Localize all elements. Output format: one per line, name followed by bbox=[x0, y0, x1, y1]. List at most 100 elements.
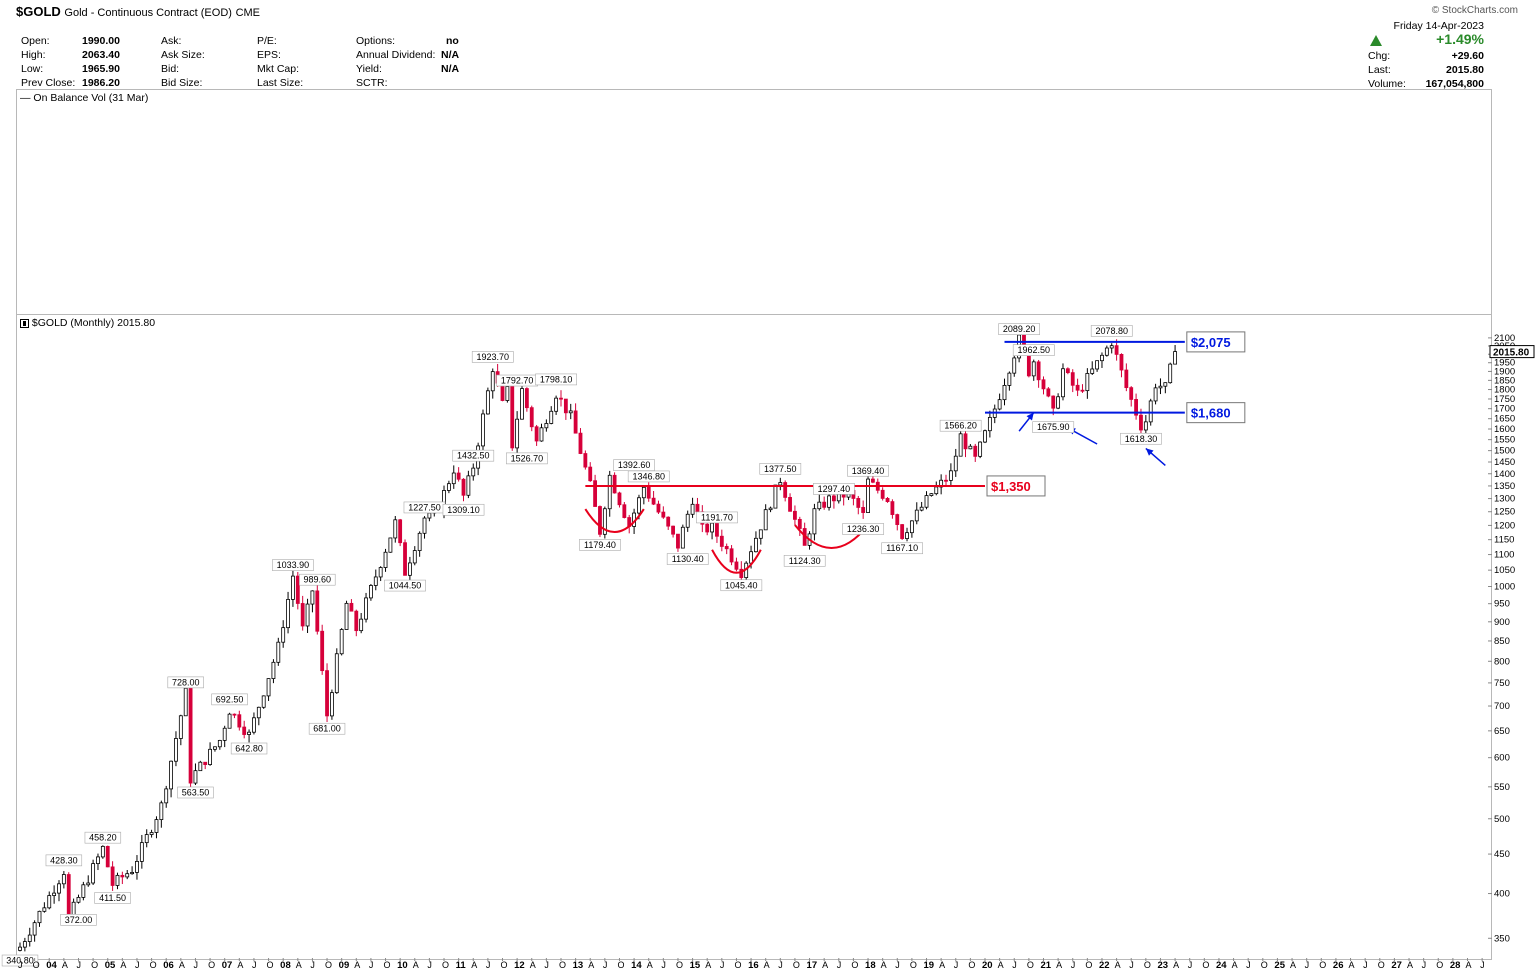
candle-body bbox=[291, 575, 295, 600]
year-label: 13 bbox=[573, 960, 584, 971]
month-label: O bbox=[267, 960, 274, 970]
month-label: J bbox=[603, 960, 608, 970]
price-annotation-box bbox=[1012, 344, 1055, 356]
y-tick-label: 1300 bbox=[1494, 494, 1515, 505]
candle-body bbox=[300, 603, 305, 627]
price-annotation-box bbox=[230, 742, 268, 755]
candle-body bbox=[520, 388, 524, 420]
candle-body bbox=[880, 489, 885, 499]
month-label: O bbox=[1319, 960, 1326, 970]
volume-label: Volume: bbox=[1368, 77, 1406, 90]
candle-body bbox=[929, 493, 934, 496]
price-annotation-box bbox=[696, 511, 738, 524]
month-label: J bbox=[427, 960, 432, 970]
candle-body bbox=[822, 501, 827, 508]
candle-body bbox=[900, 524, 905, 539]
month-label: O bbox=[1202, 960, 1209, 970]
y-tick-label: 650 bbox=[1494, 726, 1510, 737]
indicator-label: — On Balance Vol (31 Mar) bbox=[20, 92, 149, 104]
month-label: J bbox=[135, 960, 140, 970]
price-label-text: $GOLD (Monthly) 2015.80 bbox=[31, 317, 156, 329]
candle-body bbox=[641, 486, 646, 499]
candle-body bbox=[593, 480, 598, 507]
candle-body bbox=[446, 483, 451, 491]
price-pane[interactable]: $GOLD (Monthly) 2015.80 bbox=[16, 314, 1492, 960]
brand-link[interactable]: © StockCharts.com bbox=[1431, 5, 1518, 16]
candle-body bbox=[529, 407, 534, 428]
month-label: J bbox=[76, 960, 81, 970]
candle-body bbox=[671, 525, 675, 535]
high-value: 2063.40 bbox=[82, 49, 120, 61]
month-label: J bbox=[193, 960, 198, 970]
candle-body bbox=[393, 519, 398, 539]
price-annotation: 989.60 bbox=[304, 575, 332, 585]
candle-body bbox=[422, 517, 427, 534]
month-label: O bbox=[676, 960, 683, 970]
price-annotation: 1179.40 bbox=[584, 540, 616, 550]
candle-body bbox=[905, 532, 909, 539]
candle-body bbox=[1056, 396, 1061, 409]
price-annotation: 1792.70 bbox=[501, 376, 534, 386]
candle-body bbox=[412, 550, 417, 564]
last-size-label: Last Size: bbox=[257, 77, 304, 89]
year-label: 11 bbox=[456, 960, 467, 971]
month-label: A bbox=[764, 960, 770, 970]
month-label: O bbox=[1378, 960, 1385, 970]
prev-close-label: Prev Close: bbox=[21, 77, 76, 89]
y-tick-label: 1850 bbox=[1494, 375, 1515, 386]
level-label-box bbox=[986, 475, 1046, 497]
candle-body bbox=[1070, 372, 1075, 386]
symbol: $GOLD bbox=[16, 4, 61, 19]
candle-body bbox=[895, 514, 900, 525]
candle-body bbox=[164, 788, 169, 804]
year-label: 04 bbox=[46, 960, 57, 971]
price-annotation-box bbox=[60, 914, 97, 926]
candle-body bbox=[66, 874, 71, 917]
month-label: A bbox=[1232, 960, 1238, 970]
price-annotation: 411.50 bbox=[99, 893, 126, 903]
price-annotation: 1392.60 bbox=[618, 460, 651, 470]
yield-label: Yield: bbox=[356, 63, 382, 75]
candles bbox=[18, 330, 1177, 952]
candle-body bbox=[559, 397, 563, 400]
price-annotation: 1297.40 bbox=[818, 484, 851, 494]
annual-dividend-label: Annual Dividend: bbox=[356, 49, 436, 61]
candle-body bbox=[81, 884, 86, 898]
y-tick-label: 950 bbox=[1494, 599, 1510, 610]
candle-body bbox=[1104, 347, 1109, 356]
price-annotation: 1033.90 bbox=[277, 560, 310, 570]
month-label: O bbox=[851, 960, 858, 970]
price-annotation: 642.80 bbox=[235, 743, 263, 753]
month-label: J bbox=[1305, 960, 1310, 970]
year-label: 25 bbox=[1274, 960, 1285, 971]
candle-body bbox=[1143, 421, 1148, 431]
candle-body bbox=[773, 484, 778, 509]
candle-body bbox=[968, 445, 973, 450]
month-label: J bbox=[720, 960, 725, 970]
price-annotation-box bbox=[442, 503, 485, 516]
month-label: A bbox=[998, 960, 1004, 970]
month-label: J bbox=[1012, 960, 1017, 970]
price-annotation: 1227.50 bbox=[408, 502, 441, 512]
chart-header: $GOLD Gold - Continuous Contract (EOD) C… bbox=[0, 0, 1536, 94]
candle-body bbox=[266, 678, 271, 697]
y-tick-label: 600 bbox=[1494, 753, 1510, 764]
month-label: J bbox=[252, 960, 256, 970]
month-label: O bbox=[384, 960, 391, 970]
y-tick-label: 450 bbox=[1494, 849, 1510, 860]
candle-body bbox=[22, 941, 27, 948]
candle-body bbox=[549, 410, 554, 424]
year-label: 22 bbox=[1099, 960, 1110, 971]
price-annotation-box bbox=[211, 693, 248, 706]
candle-body bbox=[188, 687, 193, 784]
candle-body bbox=[685, 513, 690, 528]
candle-body bbox=[105, 845, 110, 868]
candle-body bbox=[159, 802, 164, 820]
month-label: J bbox=[1480, 960, 1485, 970]
candle-body bbox=[193, 770, 198, 784]
y-tick-label: 1000 bbox=[1494, 581, 1515, 592]
candle-body bbox=[797, 518, 802, 529]
indicator-pane[interactable]: — On Balance Vol (31 Mar) bbox=[16, 89, 1492, 316]
month-label: O bbox=[734, 960, 741, 970]
candle-body bbox=[598, 506, 602, 535]
